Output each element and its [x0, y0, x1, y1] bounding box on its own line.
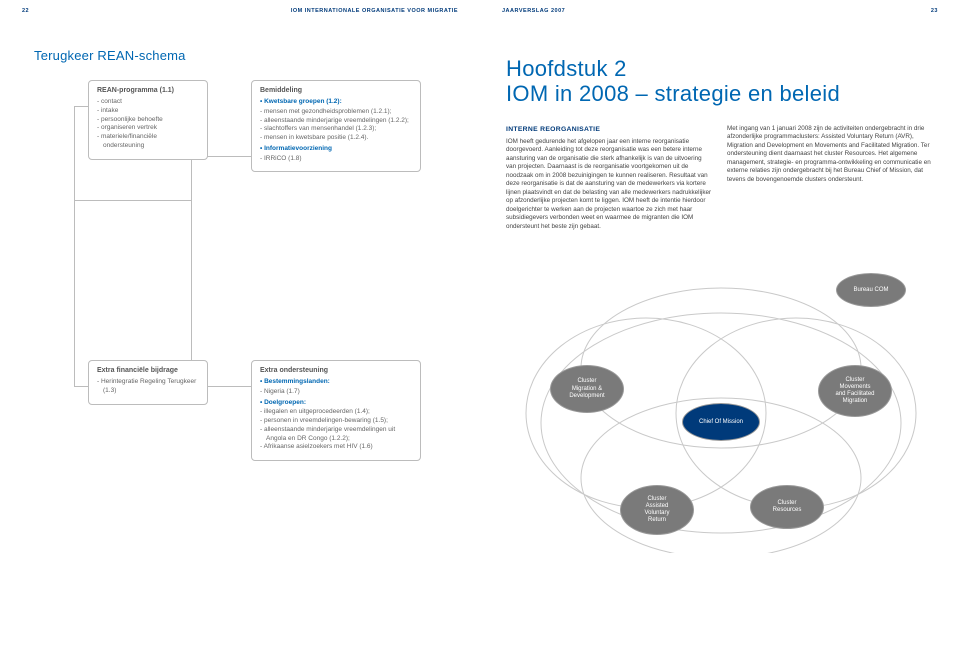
node-ond-list: Bestemmingslanden: - Nigeria (1.7) Doelg…	[260, 378, 412, 452]
li: - alleenstaande minderjarige vreemdeling…	[260, 426, 412, 444]
tree-h-root	[74, 106, 88, 107]
page-left: 22 IOM INTERNATIONALE ORGANISATIE VOOR M…	[0, 0, 480, 655]
li: - materiele/financiële ondersteuning	[97, 133, 199, 151]
page-number-left: 22	[22, 8, 29, 14]
node-extra-fin: Extra financiële bijdrage - Herintegrati…	[88, 360, 208, 405]
chapter-title: Hoofdstuk 2 IOM in 2008 – strategie en b…	[506, 56, 934, 107]
li: - alleenstaande minderjarige vreemdeling…	[260, 117, 412, 126]
li: - Nigeria (1.7)	[260, 388, 412, 397]
li: Kwetsbare groepen (1.2):	[260, 98, 412, 107]
ellipse-mv: Cluster Movements and Facilitated Migrat…	[818, 365, 892, 417]
node-root-title: REAN-programma (1.1)	[97, 87, 199, 94]
li: - illegalen en uitgeprocedeerden (1.4);	[260, 408, 412, 417]
org-name: IOM INTERNATIONALE ORGANISATIE VOOR MIGR…	[291, 8, 458, 14]
li: Informatievoorziening	[260, 145, 412, 154]
tree-h-join	[74, 200, 191, 201]
chap-line2: IOM in 2008 – strategie en beleid	[506, 81, 840, 106]
li: - Afrikaanse asielzoekers met HIV (1.6)	[260, 443, 412, 452]
col-right: Met ingang van 1 januari 2008 zijn de ac…	[727, 125, 934, 232]
node-extra-ond: Extra ondersteuning Bestemmingslanden: -…	[251, 360, 421, 461]
left-header: 22 IOM INTERNATIONALE ORGANISATIE VOOR M…	[0, 0, 480, 20]
node-bem-title: Bemiddeling	[260, 87, 412, 94]
page-number-right: 23	[931, 8, 938, 14]
spread: 22 IOM INTERNATIONALE ORGANISATIE VOOR M…	[0, 0, 960, 655]
node-fin-list: - Herintegratie Regeling Terugkeer (1.3)	[97, 378, 199, 396]
li: - IRRiCO (1.8)	[260, 155, 412, 164]
ellipse-md: Cluster Migration & Development	[550, 365, 624, 413]
node-fin-title: Extra financiële bijdrage	[97, 367, 199, 374]
li: - contact	[97, 98, 199, 107]
col-left: INTERNE REORGANISATIE IOM heeft gedurend…	[506, 125, 713, 232]
node-root: REAN-programma (1.1) - contact - intake …	[88, 80, 208, 160]
node-bem-list: Kwetsbare groepen (1.2): - mensen met ge…	[260, 98, 412, 163]
ellipse-avr: Cluster Assisted Voluntary Return	[620, 485, 694, 535]
two-columns: INTERNE REORGANISATIE IOM heeft gedurend…	[506, 125, 934, 232]
ellipse-res: Cluster Resources	[750, 485, 824, 529]
li: - organiseren vertrek	[97, 124, 199, 133]
page-right: JAARVERSLAG 2007 23 Hoofdstuk 2 IOM in 2…	[480, 0, 960, 655]
li: - mensen in kwetsbare positie (1.2.4).	[260, 134, 412, 143]
tree-v-main	[74, 106, 75, 386]
li: - slachtoffers van mensenhandel (1.2.3);	[260, 125, 412, 134]
right-content: Hoofdstuk 2 IOM in 2008 – strategie en b…	[480, 20, 960, 553]
col1-heading: INTERNE REORGANISATIE	[506, 125, 713, 134]
right-header: JAARVERSLAG 2007 23	[480, 0, 960, 20]
tree: REAN-programma (1.1) - contact - intake …	[26, 80, 466, 600]
node-bemiddeling: Bemiddeling Kwetsbare groepen (1.2): - m…	[251, 80, 421, 172]
tree-h-fin	[74, 386, 88, 387]
li: - personen in vreemdelingen-bewaring (1.…	[260, 417, 412, 426]
col1-body: IOM heeft gedurende het afgelopen jaar e…	[506, 138, 713, 232]
left-title: Terugkeer REAN-schema	[34, 48, 480, 63]
tree-v-mid	[191, 156, 192, 386]
li: - mensen met gezondheidsproblemen (1.2.1…	[260, 108, 412, 117]
li: Doelgroepen:	[260, 399, 412, 408]
chap-line1: Hoofdstuk 2	[506, 56, 627, 81]
node-root-list: - contact - intake - persoonlijke behoef…	[97, 98, 199, 151]
org-diagram: Bureau COM Chief Of Mission Cluster Migr…	[506, 253, 934, 553]
li: - persoonlijke behoefte	[97, 116, 199, 125]
li: Bestemmingslanden:	[260, 378, 412, 387]
node-ond-title: Extra ondersteuning	[260, 367, 412, 374]
col2-body: Met ingang van 1 januari 2008 zijn de ac…	[727, 125, 934, 185]
li: - intake	[97, 107, 199, 116]
year-label: JAARVERSLAG 2007	[502, 8, 565, 14]
ellipse-chief: Chief Of Mission	[682, 403, 760, 441]
li: - Herintegratie Regeling Terugkeer (1.3)	[97, 378, 199, 396]
